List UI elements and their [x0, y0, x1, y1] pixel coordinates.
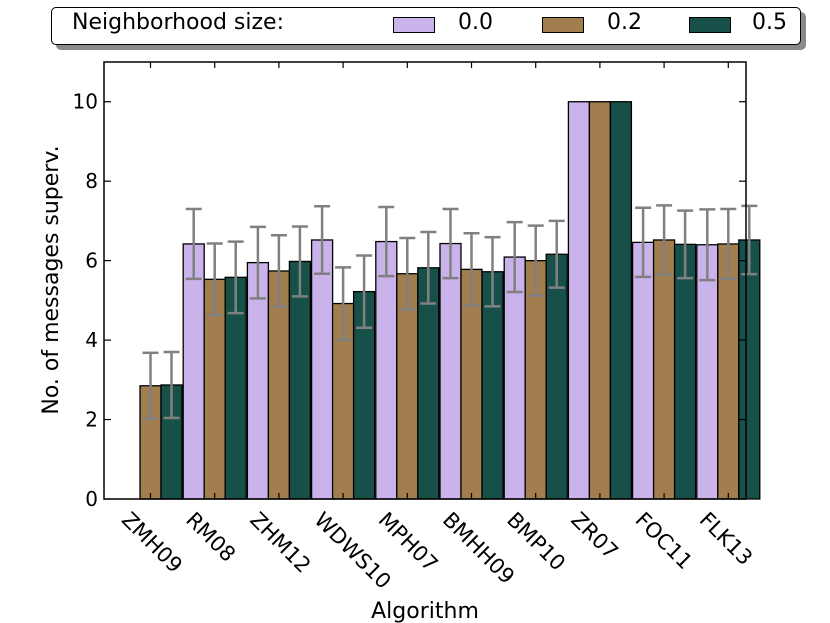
- error-bar-bmp10-series-2: [548, 219, 565, 289]
- bar-zr07-series-0: [567, 101, 591, 500]
- legend-label-series-0: 0.0: [458, 10, 493, 35]
- y-tick-label-8: 8: [85, 169, 98, 193]
- error-bar-zhm12-series-0: [249, 225, 266, 300]
- plot-frame: [103, 61, 747, 500]
- error-bar-mph07-series-1: [399, 236, 416, 311]
- x-tick-label-foc11: FOC11: [631, 508, 697, 574]
- error-bars-layer: [142, 204, 758, 421]
- error-bar-wdws10-series-2: [356, 254, 373, 330]
- error-bar-wdws10-series-1: [335, 266, 352, 341]
- error-bar-zmh09-series-2: [163, 350, 180, 420]
- error-bar-zmh09-series-1: [142, 351, 159, 421]
- bar-zr07-series-2: [609, 101, 633, 500]
- error-bar-zhm12-series-1: [270, 233, 287, 308]
- x-tick-label-zhm12: ZHM12: [245, 508, 315, 578]
- y-tick-label-0: 0: [85, 487, 98, 511]
- y-axis-label: No. of messages superv.: [39, 145, 64, 414]
- legend-swatch-series-2: [689, 17, 731, 33]
- error-bar-foc11-series-2: [677, 209, 694, 280]
- error-bar-bmp10-series-0: [506, 220, 523, 294]
- bar-flk13-series-2: [738, 239, 761, 500]
- bar-bmp10-series-2: [545, 253, 568, 500]
- bar-flk13-series-0: [696, 244, 719, 500]
- bar-flk13-series-1: [717, 243, 740, 500]
- error-bar-foc11-series-1: [656, 204, 673, 276]
- x-tick-label-rm08: RM08: [181, 508, 240, 567]
- legend-label-series-1: 0.2: [607, 10, 642, 35]
- bars-layer: [139, 101, 761, 500]
- error-bar-rm08-series-2: [227, 240, 244, 315]
- legend-swatch-series-0: [393, 17, 435, 33]
- bar-wdws10-series-0: [310, 239, 334, 500]
- y-tick-label-2: 2: [85, 408, 98, 432]
- x-axis-label: Algorithm: [371, 599, 479, 623]
- error-bar-bmhh09-series-2: [484, 235, 501, 308]
- error-bar-flk13-series-2: [741, 204, 758, 276]
- error-bar-zhm12-series-2: [291, 225, 308, 298]
- bar-bmhh09-series-0: [439, 242, 462, 500]
- error-bar-mph07-series-2: [420, 230, 437, 305]
- legend-swatch-series-1: [542, 17, 584, 33]
- bar-rm08-series-0: [182, 243, 205, 500]
- bar-bmp10-series-0: [503, 256, 526, 500]
- x-tick-label-zr07: ZR07: [566, 508, 622, 564]
- bar-foc11-series-1: [652, 239, 676, 500]
- error-bar-foc11-series-0: [635, 206, 652, 279]
- bar-mph07-series-0: [375, 240, 398, 500]
- error-bar-rm08-series-1: [206, 242, 223, 317]
- error-bar-flk13-series-0: [699, 208, 716, 282]
- x-tick-label-zmh09: ZMH09: [117, 508, 187, 578]
- y-tick-label-10: 10: [73, 90, 98, 114]
- error-bar-wdws10-series-0: [314, 204, 331, 275]
- error-bar-bmhh09-series-0: [442, 207, 459, 280]
- error-bar-rm08-series-0: [185, 207, 202, 281]
- bar-foc11-series-2: [673, 243, 697, 500]
- y-tick-label-4: 4: [85, 328, 98, 352]
- legend-title: Neighborhood size:: [72, 10, 284, 35]
- error-bar-mph07-series-0: [378, 205, 395, 278]
- bar-zr07-series-1: [588, 101, 612, 500]
- legend-label-series-2: 0.5: [752, 10, 787, 35]
- error-bar-bmp10-series-1: [527, 224, 544, 297]
- y-tick-label-6: 6: [85, 249, 98, 273]
- x-tick-label-flk13: FLK13: [695, 508, 757, 570]
- error-bar-bmhh09-series-1: [463, 231, 480, 307]
- error-bar-flk13-series-1: [720, 207, 737, 281]
- bar-foc11-series-0: [631, 241, 655, 500]
